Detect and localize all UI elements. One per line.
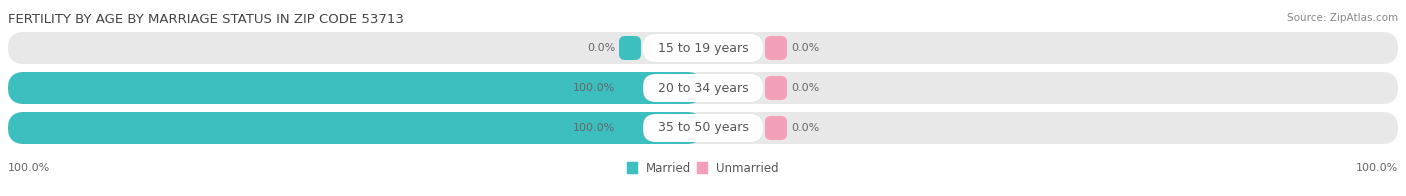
Text: 20 to 34 years: 20 to 34 years	[658, 82, 748, 94]
Text: 35 to 50 years: 35 to 50 years	[658, 122, 748, 134]
FancyBboxPatch shape	[765, 36, 787, 60]
Legend: Married, Unmarried: Married, Unmarried	[627, 162, 779, 174]
Text: 0.0%: 0.0%	[792, 83, 820, 93]
FancyBboxPatch shape	[765, 76, 787, 100]
Text: 0.0%: 0.0%	[792, 123, 820, 133]
Text: 100.0%: 100.0%	[572, 123, 614, 133]
Text: 0.0%: 0.0%	[792, 43, 820, 53]
Text: 100.0%: 100.0%	[8, 163, 51, 173]
FancyBboxPatch shape	[8, 112, 703, 144]
Text: 100.0%: 100.0%	[572, 83, 614, 93]
FancyBboxPatch shape	[8, 72, 703, 104]
Text: 0.0%: 0.0%	[586, 43, 614, 53]
Text: 15 to 19 years: 15 to 19 years	[658, 42, 748, 54]
FancyBboxPatch shape	[8, 32, 1398, 64]
FancyBboxPatch shape	[619, 36, 641, 60]
Text: FERTILITY BY AGE BY MARRIAGE STATUS IN ZIP CODE 53713: FERTILITY BY AGE BY MARRIAGE STATUS IN Z…	[8, 13, 404, 26]
Text: 100.0%: 100.0%	[1355, 163, 1398, 173]
FancyBboxPatch shape	[643, 34, 763, 62]
FancyBboxPatch shape	[643, 114, 763, 142]
FancyBboxPatch shape	[8, 112, 1398, 144]
FancyBboxPatch shape	[8, 72, 1398, 104]
Text: Source: ZipAtlas.com: Source: ZipAtlas.com	[1286, 13, 1398, 23]
FancyBboxPatch shape	[643, 74, 763, 102]
FancyBboxPatch shape	[765, 116, 787, 140]
